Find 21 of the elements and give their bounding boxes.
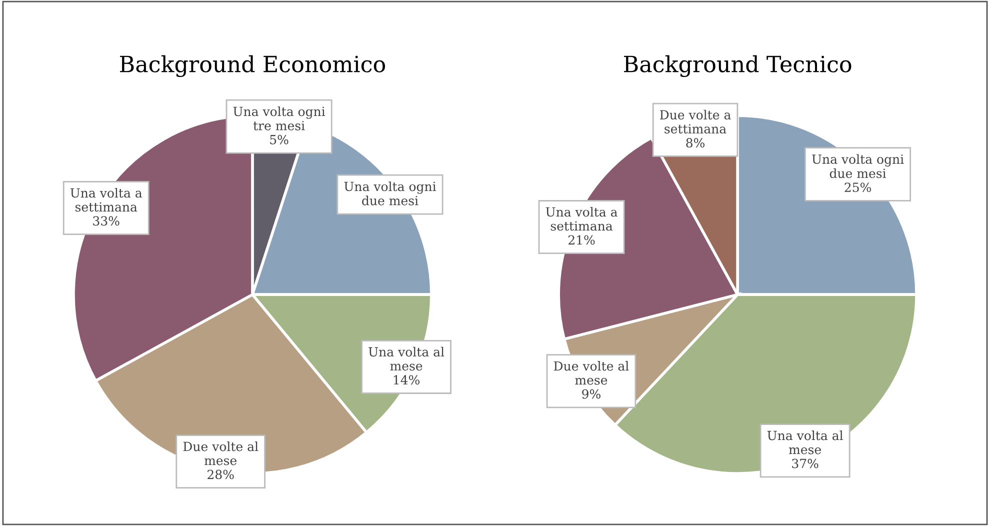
data-label: 21%	[568, 235, 595, 245]
slice-label: Una volta al mese	[368, 346, 444, 371]
data-label: 33%	[93, 216, 120, 226]
slice-label: Una volta ogni due mesi	[812, 154, 904, 178]
data-label: 9%	[582, 389, 600, 399]
data-label: 28%	[208, 470, 234, 480]
data-label: 8%	[686, 138, 704, 148]
chart-title: Background Economico	[120, 55, 386, 78]
slice-label: Una volta ogni tre mesi	[233, 106, 326, 130]
data-label: 5%	[270, 134, 288, 144]
slice-label: Una volta ogni due mesi	[344, 181, 436, 206]
slice-label: Due volte al mese	[183, 442, 258, 466]
chart-title: Background Tecnico	[624, 55, 852, 78]
slice-label: Due volte al mese	[554, 361, 629, 385]
slice-label: Una volta a settimana	[70, 188, 142, 212]
data-label: 25%	[844, 182, 871, 192]
slice-label: Una volta al mese	[767, 430, 843, 454]
data-label: 14%	[394, 375, 420, 385]
slice-label: Una volta a settimana	[546, 206, 618, 231]
slice-label: Due volte a settimana	[660, 110, 731, 134]
data-label: 37%	[792, 458, 818, 468]
